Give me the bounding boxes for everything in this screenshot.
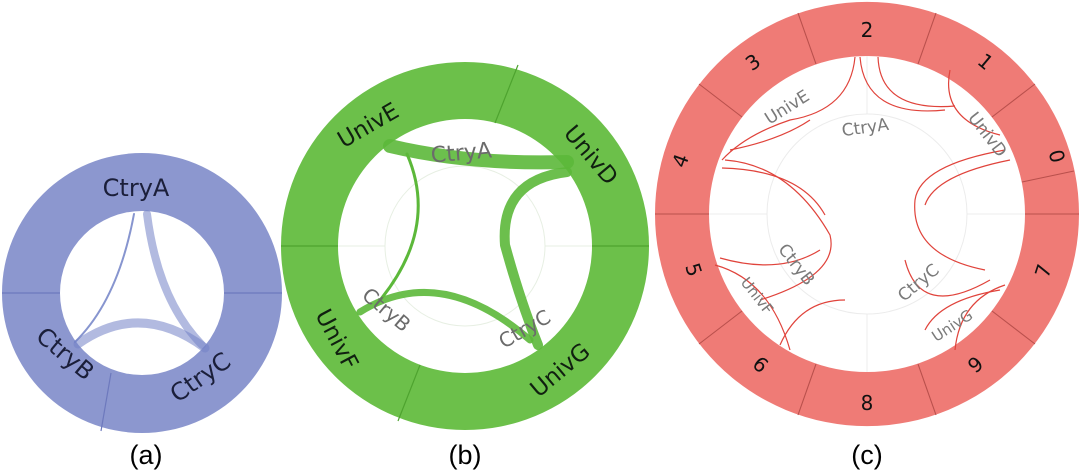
dividers-c xyxy=(655,12,1079,416)
chords-c xyxy=(714,56,1011,351)
sector-label-0: 0 xyxy=(1044,147,1070,166)
chord-c-12 xyxy=(954,284,1006,351)
inner-label-ctryA-c: CtryA xyxy=(841,115,891,141)
chord-b-4 xyxy=(356,288,534,344)
chord-c-14 xyxy=(779,299,846,346)
chord-c-2 xyxy=(859,56,946,112)
chord-c-15 xyxy=(924,289,1001,331)
chord-c-11 xyxy=(719,249,821,266)
caption-a: (a) xyxy=(130,440,163,470)
diagram-a: CtryA CtryB CtryC (a) xyxy=(2,153,282,470)
chord-a-1 xyxy=(74,213,135,343)
chord-b-2 xyxy=(499,167,572,350)
chord-c-8 xyxy=(914,149,1006,271)
sector-label-8: 8 xyxy=(861,391,874,415)
diagram-c: UnivE CtryA UnivD CtryB UnivF CtryC Univ… xyxy=(654,1,1080,470)
chord-c-6 xyxy=(724,159,832,301)
diagram-b: CtryA CtryB CtryC UnivE UnivD UnivG Univ… xyxy=(281,62,649,470)
chord-a-3 xyxy=(73,318,210,353)
chord-c-13 xyxy=(904,259,991,297)
inner-guides-b xyxy=(338,165,592,327)
chords-a xyxy=(73,210,210,353)
chords-b xyxy=(356,139,574,350)
inner-label-ctrya-b: CtryA xyxy=(430,138,493,168)
chord-b-1 xyxy=(383,139,574,170)
chord-c-9 xyxy=(924,159,1011,206)
sector-label-ctrya: CtryA xyxy=(103,174,170,202)
chord-c-4 xyxy=(948,69,1001,136)
chord-c-5 xyxy=(729,119,811,151)
dividers-b xyxy=(281,64,649,422)
chord-c-3 xyxy=(877,56,956,108)
inner-guides-c xyxy=(709,56,1025,372)
chord-a-2 xyxy=(143,210,206,349)
chord-c-1 xyxy=(721,56,856,161)
divider-a-3 xyxy=(100,372,112,432)
caption-b: (b) xyxy=(449,440,482,470)
sector-label-2: 2 xyxy=(861,18,874,42)
inner-label-ctryB-c: CtryB xyxy=(774,240,819,290)
chord-c-7 xyxy=(721,167,826,216)
chord-b-3 xyxy=(374,152,420,307)
ring-b xyxy=(281,62,649,430)
ring-a xyxy=(2,153,282,433)
caption-c: (c) xyxy=(851,440,882,470)
